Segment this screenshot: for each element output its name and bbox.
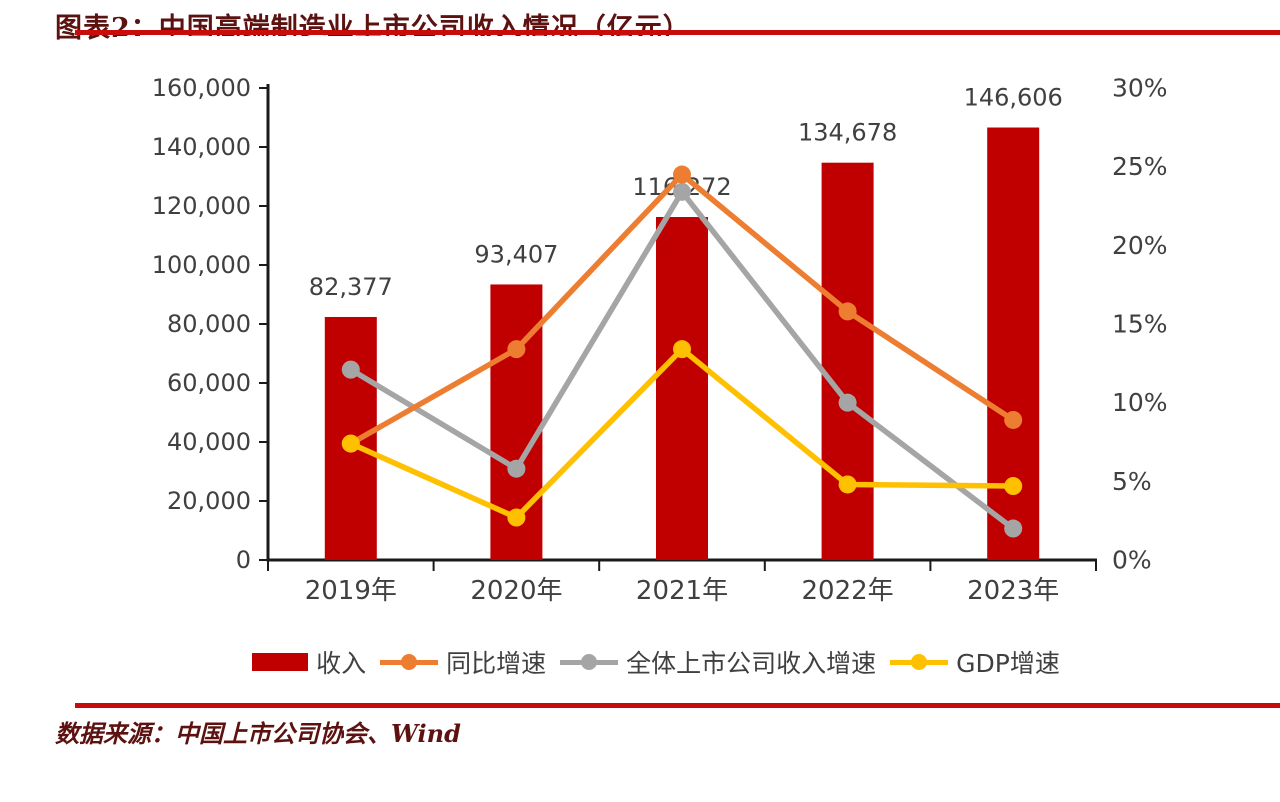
bar-2021年 (656, 216, 708, 560)
x-axis-category-label: 2019年 (305, 576, 397, 606)
marker-全体上市公司收入增速 (1004, 519, 1023, 538)
source-note: 数据来源：中国上市公司协会、Wind (55, 719, 461, 748)
bar-2022年 (821, 162, 874, 561)
legend-bar-swatch (252, 653, 309, 671)
right-axis-tick-label: 5% (1112, 467, 1152, 496)
marker-GDP增速 (507, 508, 526, 527)
left-axis-tick-label: 160,000 (152, 74, 251, 102)
legend-line-swatch (890, 654, 949, 670)
legend-item-全体上市公司收入增速: 全体上市公司收入增速 (560, 644, 876, 680)
marker-同比增速 (1004, 410, 1023, 429)
left-axis-tick-label: 60,000 (167, 369, 251, 397)
legend-marker-dot (581, 654, 598, 670)
marker-全体上市公司收入增速 (838, 393, 857, 412)
bottom-rule (75, 703, 1280, 708)
legend-marker-dot (911, 654, 928, 670)
right-axis-tick-label: 10% (1112, 388, 1168, 417)
left-axis-tick-label: 20,000 (167, 487, 251, 515)
legend-item-同比增速: 同比增速 (380, 644, 546, 680)
bar-value-label: 134,678 (798, 119, 897, 147)
left-axis-tick-label: 40,000 (167, 428, 251, 456)
right-axis-tick-label: 0% (1112, 546, 1152, 575)
x-axis-category-label: 2023年 (967, 576, 1059, 606)
legend-item-收入: 收入 (252, 644, 366, 680)
chart-panel: 0 20,000 40,000 60,000 80,000 100,000 120,000 1… (117, 36, 1195, 697)
bar-value-label: 146,606 (964, 84, 1063, 112)
legend-label: 全体上市公司收入增速 (626, 649, 877, 678)
marker-全体上市公司收入增速 (507, 459, 526, 478)
right-axis-tick-label: 20% (1112, 231, 1168, 260)
left-axis-tick-label: 100,000 (152, 251, 251, 279)
marker-GDP增速 (673, 340, 691, 359)
marker-GDP增速 (341, 434, 360, 453)
right-axis-tick-label: 30% (1112, 74, 1168, 103)
x-axis-category-label: 2020年 (470, 576, 562, 606)
left-axis-tick-label: 140,000 (152, 133, 251, 161)
legend-line-swatch (560, 654, 619, 670)
left-axis-tick-label: 80,000 (167, 310, 251, 338)
bar-value-label: 93,407 (474, 240, 558, 268)
marker-GDP增速 (838, 475, 857, 494)
top-rule (75, 30, 1280, 35)
legend-marker-dot (401, 654, 418, 670)
marker-GDP增速 (1004, 477, 1023, 496)
left-axis-tick-label: 120,000 (152, 192, 251, 220)
marker-全体上市公司收入增速 (341, 360, 360, 379)
bar-value-label: 82,377 (309, 273, 393, 301)
bar-2023年 (987, 127, 1040, 560)
left-axis-tick-label: 0 (236, 546, 251, 574)
right-axis-tick-label: 15% (1112, 310, 1168, 339)
marker-同比增速 (673, 165, 691, 184)
legend-label: 同比增速 (446, 649, 547, 678)
legend-item-GDP增速: GDP增速 (890, 644, 1060, 680)
marker-全体上市公司收入增速 (673, 182, 691, 201)
combo-chart: 0 20,000 40,000 60,000 80,000 100,000 120,000 1… (152, 74, 1168, 607)
right-axis-tick-label: 25% (1112, 152, 1168, 181)
legend-label: GDP增速 (956, 649, 1060, 678)
x-axis-category-label: 2022年 (802, 576, 894, 606)
legend-line-swatch (380, 654, 439, 670)
legend-label: 收入 (316, 649, 367, 678)
marker-同比增速 (838, 302, 857, 321)
chart-legend: 收入 同比增速 全体上市公司收入增速 GDP增速 (117, 644, 1195, 680)
x-axis-category-label: 2021年 (636, 576, 728, 606)
marker-同比增速 (507, 340, 526, 359)
